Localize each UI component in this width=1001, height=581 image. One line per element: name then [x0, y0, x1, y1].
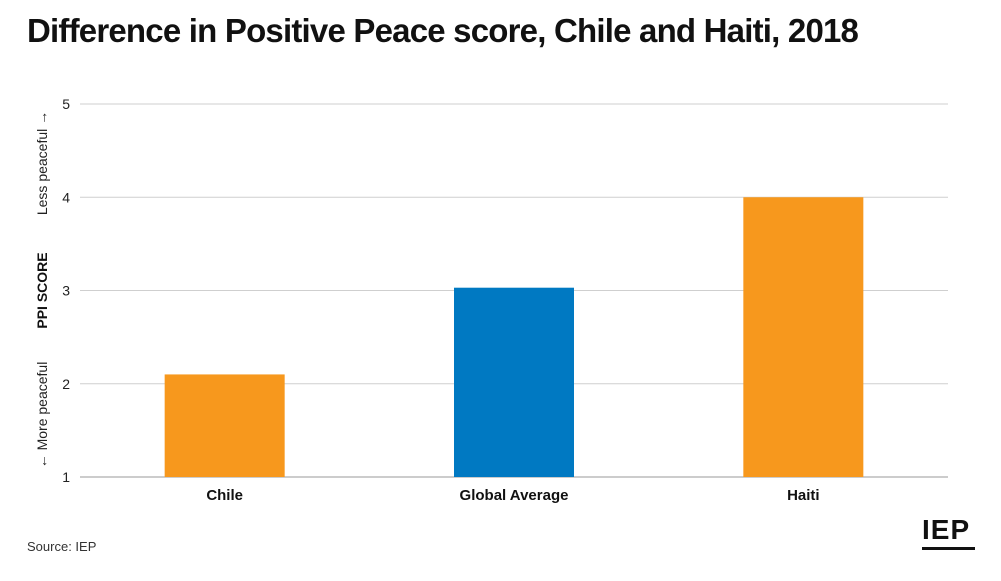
y-axis-top-label: Less peaceful →: [34, 111, 50, 215]
y-tick-2: 2: [62, 376, 70, 392]
x-tick-chile: Chile: [206, 487, 243, 504]
bar-global-average: [454, 287, 574, 477]
y-axis-title: PPI SCORE: [34, 252, 50, 328]
iep-logo: IEP: [922, 516, 975, 552]
y-tick-1: 1: [62, 469, 70, 485]
source-note: Source: IEP: [27, 539, 97, 554]
x-tick-labels: Chile Global Average Haiti: [206, 487, 819, 504]
chart-title: Difference in Positive Peace score, Chil…: [27, 12, 859, 49]
y-axis-bottom-label: ← More peaceful: [34, 362, 50, 469]
y-axis-labels: PPI SCORE Less peaceful → ← More peaceful: [34, 111, 50, 468]
x-tick-global-average: Global Average: [460, 487, 569, 504]
logo-underline: [922, 547, 975, 550]
y-tick-labels: 1 2 3 4 5: [62, 96, 70, 485]
x-tick-haiti: Haiti: [787, 487, 820, 504]
bar-haiti: [743, 197, 864, 477]
y-tick-3: 3: [62, 283, 70, 299]
bars: [164, 197, 864, 477]
bar-chile: [164, 374, 285, 477]
y-tick-4: 4: [62, 189, 70, 205]
y-tick-5: 5: [62, 96, 70, 112]
logo-text: IEP: [922, 514, 971, 545]
